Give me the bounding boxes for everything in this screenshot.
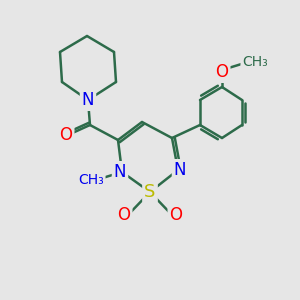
- Text: CH₃: CH₃: [242, 55, 268, 69]
- Text: CH₃: CH₃: [78, 173, 104, 187]
- Text: O: O: [169, 206, 182, 224]
- Text: N: N: [174, 161, 186, 179]
- Text: N: N: [82, 91, 94, 109]
- Text: S: S: [144, 183, 156, 201]
- Text: N: N: [114, 163, 126, 181]
- Text: O: O: [118, 206, 130, 224]
- Text: O: O: [59, 126, 73, 144]
- Text: O: O: [215, 63, 229, 81]
